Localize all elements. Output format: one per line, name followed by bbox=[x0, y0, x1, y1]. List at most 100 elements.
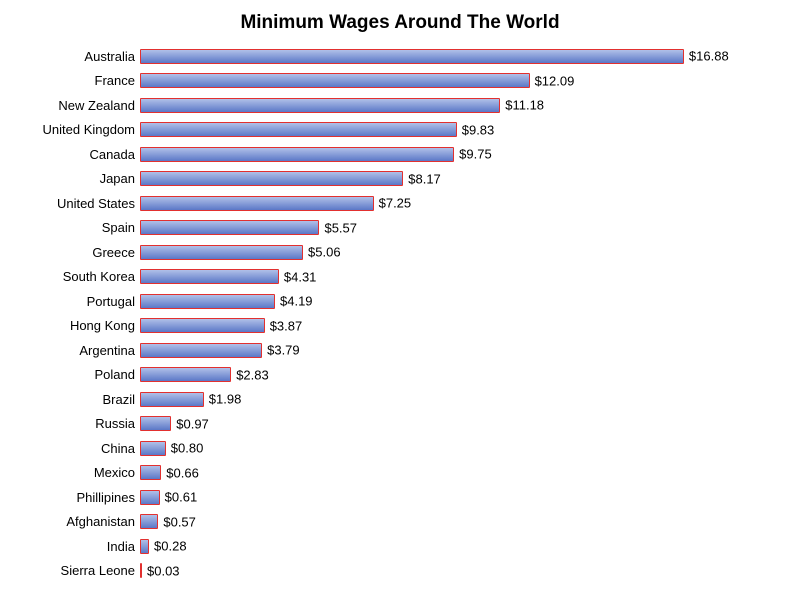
value-label: $2.83 bbox=[236, 367, 269, 382]
bar: $0.61 bbox=[140, 490, 160, 505]
value-label: $3.87 bbox=[270, 318, 303, 333]
value-label: $0.66 bbox=[166, 465, 199, 480]
bar: $4.19 bbox=[140, 294, 275, 309]
y-axis-label: Poland bbox=[20, 367, 135, 382]
value-label: $3.79 bbox=[267, 343, 300, 358]
chart-row: China$0.80 bbox=[140, 436, 720, 461]
chart-row: South Korea$4.31 bbox=[140, 265, 720, 290]
value-label: $9.75 bbox=[459, 147, 492, 162]
bar-track: $0.03 bbox=[140, 559, 720, 584]
y-axis-label: Mexico bbox=[20, 465, 135, 480]
y-axis-label: China bbox=[20, 441, 135, 456]
y-axis-label: Portugal bbox=[20, 294, 135, 309]
bar: $0.97 bbox=[140, 416, 171, 431]
bar-track: $0.57 bbox=[140, 510, 720, 535]
chart-row: Phillipines$0.61 bbox=[140, 485, 720, 510]
bar-track: $5.06 bbox=[140, 240, 720, 265]
y-axis-label: United Kingdom bbox=[20, 122, 135, 137]
bar-track: $0.28 bbox=[140, 534, 720, 559]
value-label: $0.97 bbox=[176, 416, 209, 431]
y-axis-label: Hong Kong bbox=[20, 318, 135, 333]
bar-track: $9.75 bbox=[140, 142, 720, 167]
bar-track: $11.18 bbox=[140, 93, 720, 118]
value-label: $4.19 bbox=[280, 294, 313, 309]
value-label: $11.18 bbox=[505, 98, 544, 113]
y-axis-label: Brazil bbox=[20, 392, 135, 407]
bar: $5.06 bbox=[140, 245, 303, 260]
chart-row: Japan$8.17 bbox=[140, 167, 720, 192]
bar-track: $0.80 bbox=[140, 436, 720, 461]
bar: $11.18 bbox=[140, 98, 500, 113]
bar: $5.57 bbox=[140, 220, 319, 235]
bar: $9.75 bbox=[140, 147, 454, 162]
chart-row: Argentina$3.79 bbox=[140, 338, 720, 363]
y-axis-label: South Korea bbox=[20, 269, 135, 284]
value-label: $0.03 bbox=[147, 563, 180, 578]
chart-row: India$0.28 bbox=[140, 534, 720, 559]
bar-track: $0.61 bbox=[140, 485, 720, 510]
chart-row: Australia$16.88 bbox=[140, 44, 720, 69]
y-axis-label: New Zealand bbox=[20, 98, 135, 113]
bar: $3.87 bbox=[140, 318, 265, 333]
bar: $0.57 bbox=[140, 514, 158, 529]
value-label: $0.80 bbox=[171, 441, 204, 456]
value-label: $0.28 bbox=[154, 539, 187, 554]
y-axis-label: France bbox=[20, 73, 135, 88]
bar-track: $1.98 bbox=[140, 387, 720, 412]
bar-track: $3.79 bbox=[140, 338, 720, 363]
bar-track: $8.17 bbox=[140, 167, 720, 192]
bar-track: $4.19 bbox=[140, 289, 720, 314]
bar-track: $12.09 bbox=[140, 69, 720, 94]
y-axis-label: Russia bbox=[20, 416, 135, 431]
value-label: $9.83 bbox=[462, 122, 495, 137]
bar: $9.83 bbox=[140, 122, 457, 137]
value-label: $0.57 bbox=[163, 514, 196, 529]
chart-row: New Zealand$11.18 bbox=[140, 93, 720, 118]
bar: $3.79 bbox=[140, 343, 262, 358]
value-label: $1.98 bbox=[209, 392, 242, 407]
value-label: $5.57 bbox=[324, 220, 357, 235]
bar: $1.98 bbox=[140, 392, 204, 407]
value-label: $8.17 bbox=[408, 171, 441, 186]
y-axis-label: Japan bbox=[20, 171, 135, 186]
bar-track: $3.87 bbox=[140, 314, 720, 339]
chart-title: Minimum Wages Around The World bbox=[20, 12, 780, 34]
plot-area: Australia$16.88France$12.09New Zealand$1… bbox=[20, 44, 780, 584]
bar-track: $2.83 bbox=[140, 363, 720, 388]
bar: $8.17 bbox=[140, 171, 403, 186]
y-axis-label: Afghanistan bbox=[20, 514, 135, 529]
bar: $0.66 bbox=[140, 465, 161, 480]
value-label: $5.06 bbox=[308, 245, 341, 260]
chart-row: United Kingdom$9.83 bbox=[140, 118, 720, 143]
y-axis-label: Sierra Leone bbox=[20, 563, 135, 578]
y-axis-label: Greece bbox=[20, 245, 135, 260]
chart-row: United States$7.25 bbox=[140, 191, 720, 216]
value-label: $0.61 bbox=[165, 490, 198, 505]
bar: $2.83 bbox=[140, 367, 231, 382]
y-axis-label: Australia bbox=[20, 49, 135, 64]
y-axis-label: Phillipines bbox=[20, 490, 135, 505]
y-axis-label: Canada bbox=[20, 147, 135, 162]
bar-track: $5.57 bbox=[140, 216, 720, 241]
y-axis-label: Argentina bbox=[20, 343, 135, 358]
bar-track: $16.88 bbox=[140, 44, 720, 69]
chart-row: Hong Kong$3.87 bbox=[140, 314, 720, 339]
bar: $4.31 bbox=[140, 269, 279, 284]
chart-row: Russia$0.97 bbox=[140, 412, 720, 437]
bar: $0.28 bbox=[140, 539, 149, 554]
y-axis-label: India bbox=[20, 539, 135, 554]
chart-row: Sierra Leone$0.03 bbox=[140, 559, 720, 584]
chart-container: Minimum Wages Around The World Australia… bbox=[0, 0, 800, 600]
bar: $0.80 bbox=[140, 441, 166, 456]
value-label: $7.25 bbox=[379, 196, 412, 211]
bar: $16.88 bbox=[140, 49, 684, 64]
chart-row: Portugal$4.19 bbox=[140, 289, 720, 314]
bar: $12.09 bbox=[140, 73, 530, 88]
value-label: $16.88 bbox=[689, 49, 729, 64]
value-label: $12.09 bbox=[535, 73, 575, 88]
bar-track: $4.31 bbox=[140, 265, 720, 290]
chart-row: France$12.09 bbox=[140, 69, 720, 94]
bar-track: $0.97 bbox=[140, 412, 720, 437]
bar-track: $9.83 bbox=[140, 118, 720, 143]
chart-row: Afghanistan$0.57 bbox=[140, 510, 720, 535]
